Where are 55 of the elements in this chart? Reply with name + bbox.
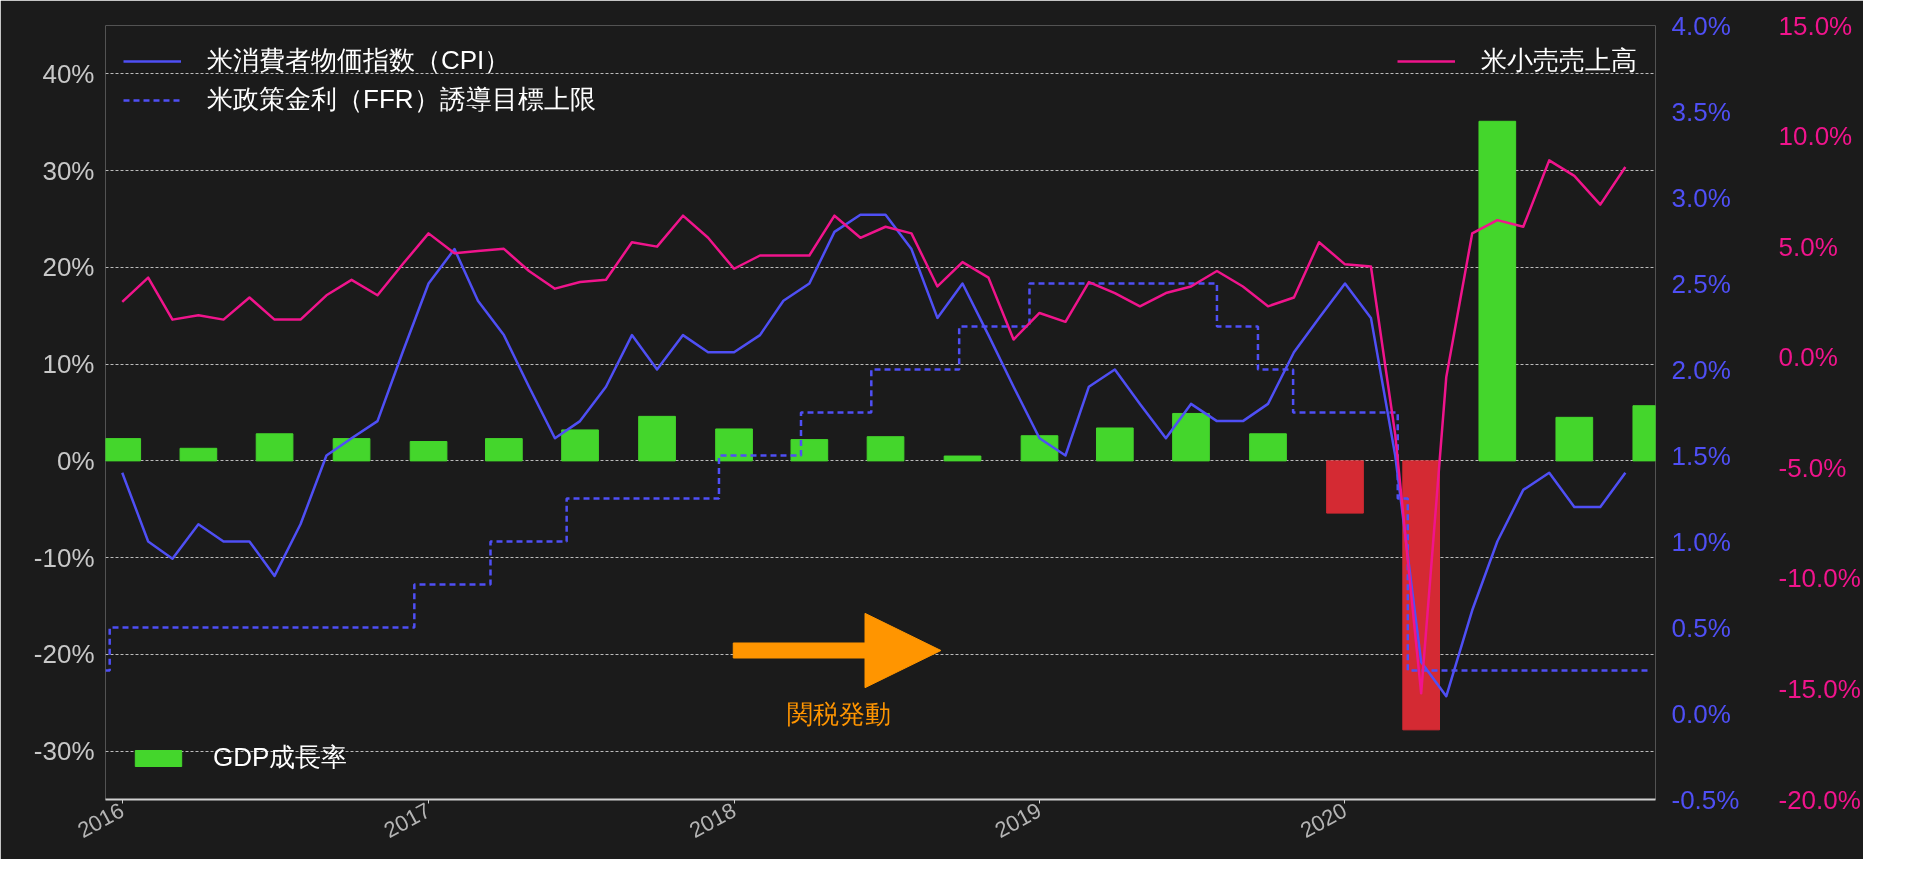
y3-tick-label: 5.0% (1778, 231, 1838, 262)
y3-tick-label: 0.0% (1778, 342, 1838, 373)
legend-label: GDP成長率 (213, 741, 348, 774)
y3-tick-label: -15.0% (1778, 673, 1861, 704)
y2-tick-label: 0.0% (1671, 698, 1731, 729)
y2-tick-label: 2.0% (1671, 354, 1731, 385)
y3-tick-label: -10.0% (1778, 563, 1861, 594)
bar (1478, 120, 1517, 462)
bar (561, 429, 599, 462)
x-tick-label: 2016 (73, 797, 129, 843)
y2-tick-label: 1.0% (1671, 526, 1731, 557)
bar (790, 439, 829, 462)
y-tick-label: 20% (42, 252, 95, 283)
y-tick-label: -10% (33, 542, 95, 573)
y2-tick-label: 4.0% (1671, 10, 1731, 41)
y-tick-label: 40% (42, 58, 95, 89)
y2-tick-label: 0.5% (1671, 612, 1731, 643)
y2-tick-label: -0.5% (1671, 784, 1740, 815)
y2-tick-label: 3.0% (1671, 182, 1731, 213)
bar (409, 441, 448, 462)
legend-label: 米政策金利（FFR）誘導目標上限 (207, 83, 596, 116)
y3-tick-label: 10.0% (1778, 121, 1853, 152)
bar (943, 455, 982, 462)
bar (1326, 460, 1364, 514)
y2-tick-label: 1.5% (1671, 440, 1731, 471)
bar (179, 447, 218, 462)
legend-label: 米消費者物価指数（CPI） (207, 44, 511, 77)
bar (332, 438, 371, 462)
bar (1172, 412, 1210, 462)
y-tick-label: -20% (33, 639, 95, 670)
legend-label: 米小売売上高 (1481, 44, 1637, 77)
bar (485, 438, 523, 462)
bar (715, 428, 753, 462)
x-tick-label: 2020 (1296, 797, 1351, 843)
y3-tick-label: -20.0% (1778, 784, 1861, 815)
y2-tick-label: 2.5% (1671, 268, 1731, 299)
bar (638, 415, 676, 462)
y-tick-label: 10% (42, 349, 95, 380)
x-tick-label: 2019 (990, 797, 1046, 843)
bar (1020, 435, 1059, 462)
y3-tick-label: 15.0% (1778, 10, 1853, 41)
y-tick-label: 0% (56, 445, 95, 476)
bar (866, 436, 905, 462)
bar (1096, 427, 1134, 462)
y3-tick-label: -5.0% (1778, 452, 1847, 483)
bar (255, 433, 294, 462)
x-tick-label: 2018 (685, 797, 741, 843)
y2-tick-label: 3.5% (1671, 96, 1731, 127)
y-tick-label: 30% (42, 155, 95, 186)
bar (1555, 416, 1594, 462)
y-tick-label: -30% (33, 736, 95, 767)
bar (1249, 433, 1287, 462)
x-tick-label: 2017 (379, 797, 435, 843)
bar (105, 438, 142, 462)
annotation: 関税発動 (786, 699, 891, 730)
